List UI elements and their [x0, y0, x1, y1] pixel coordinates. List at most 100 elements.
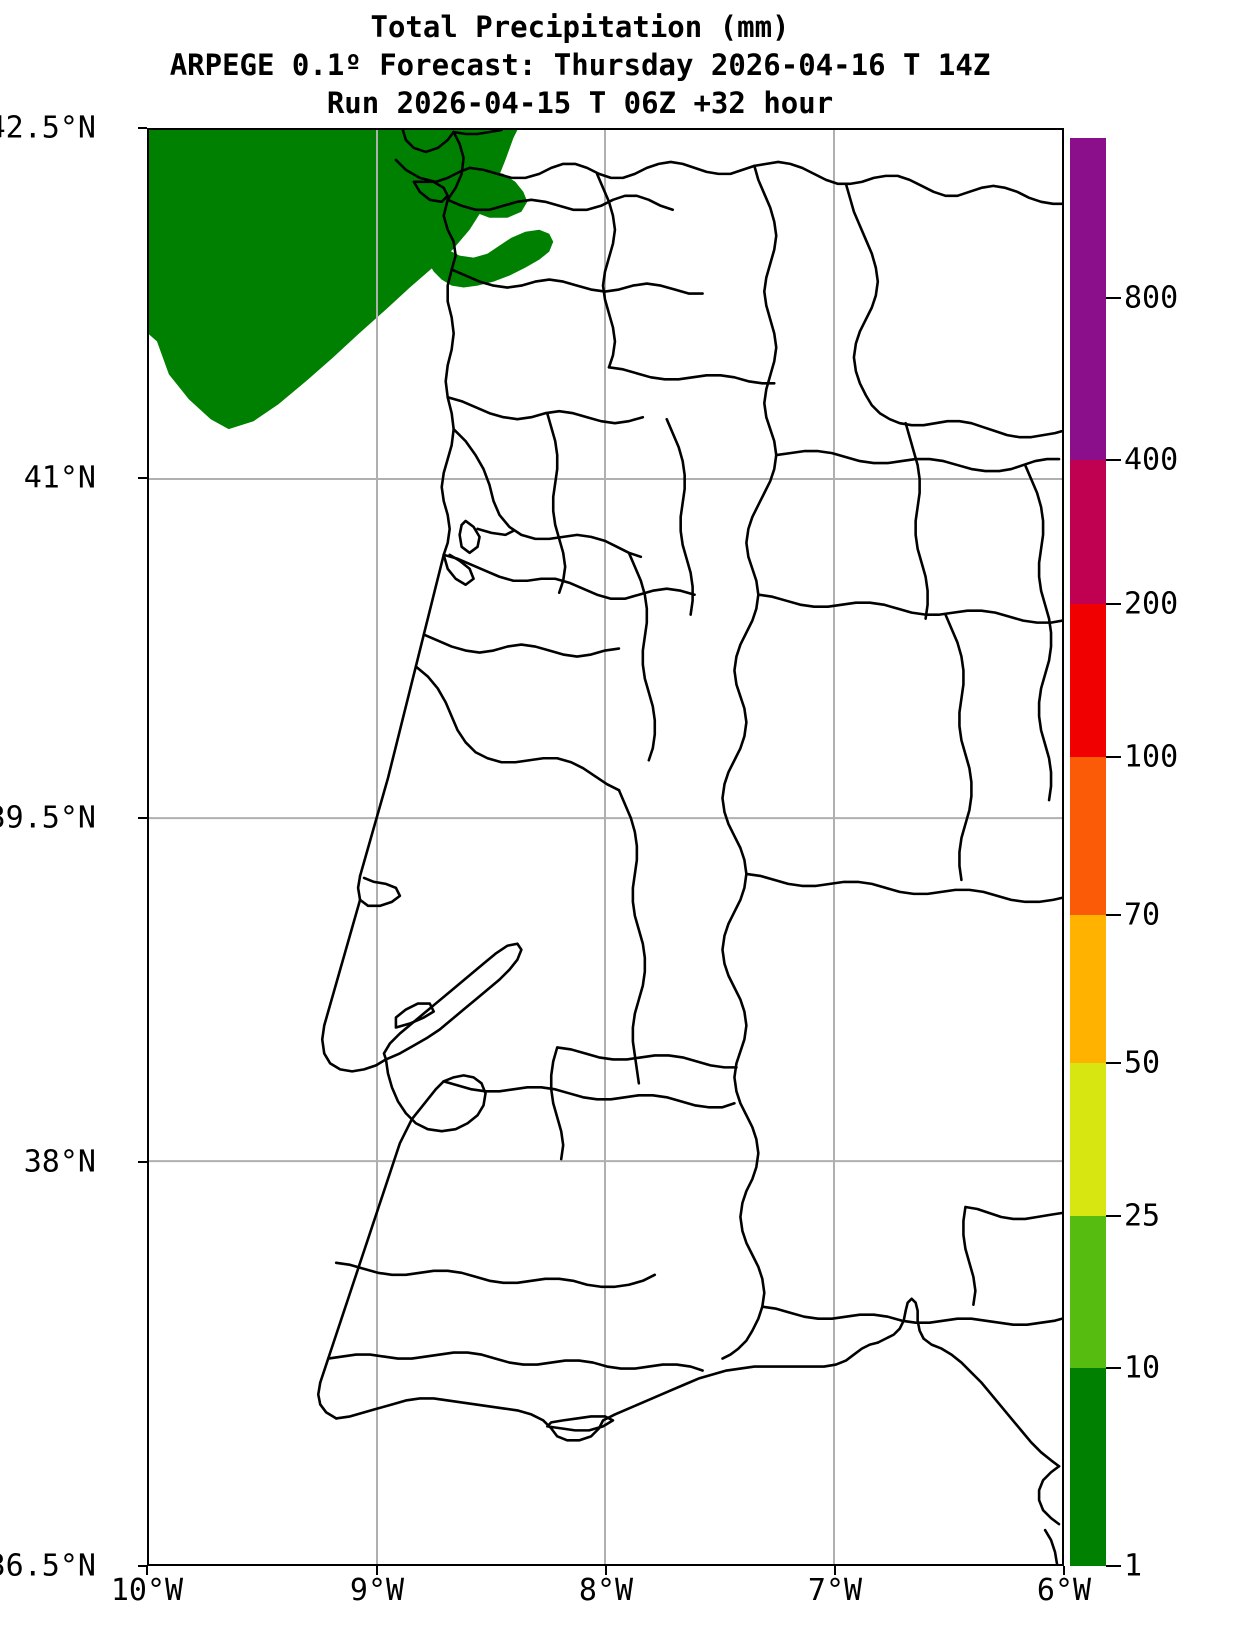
- border-ribatejo: [414, 665, 621, 792]
- border-beira-litoral: [446, 395, 645, 425]
- border-santarem-north: [422, 633, 621, 658]
- xtick-mark-6W: [1063, 1566, 1065, 1575]
- xtick-label-10W: 10°W: [110, 1573, 184, 1608]
- cb-tick-mark-50: [1106, 1062, 1121, 1064]
- forecast-subtitle: ARPEGE 0.1º Forecast: Thursday 2026-04-1…: [169, 48, 991, 82]
- coastline-central-portugal: [358, 553, 446, 878]
- cb-tick-mark-10: [1106, 1367, 1121, 1369]
- border-spain-sevilla-west: [962, 1205, 1062, 1307]
- cb-tick-label-25: 25: [1124, 1198, 1161, 1234]
- border-spain-galicia-east: [753, 160, 1062, 206]
- map-canvas: [149, 130, 1062, 1564]
- ytick-label-36-5N: 36.5°N: [0, 1548, 96, 1584]
- coastline-tagus-estuary: [382, 942, 523, 1061]
- xtick-label-8W: 8°W: [578, 1573, 634, 1608]
- precipitation-layer: [149, 130, 554, 430]
- border-viseu: [545, 411, 567, 595]
- border-portugal-spain-east: [721, 164, 778, 1360]
- cb-band-purple: [1070, 138, 1106, 460]
- cb-band-crimson: [1070, 460, 1106, 604]
- xtick-label-6W: 6°W: [1036, 1573, 1092, 1608]
- border-douro-north: [450, 268, 704, 295]
- page-title: Total Precipitation (mm): [370, 10, 790, 44]
- border-spain-toledo-north: [1023, 463, 1053, 802]
- border-castelo-branco: [627, 551, 657, 762]
- cb-band-amber: [1070, 915, 1106, 1063]
- map-boundaries: [316, 130, 1062, 1564]
- ytick-label-42-5N: 42.5°N: [0, 110, 96, 146]
- cb-tick-mark-25: [1106, 1215, 1121, 1217]
- cb-tick-mark-800: [1106, 297, 1121, 299]
- run-subtitle: Run 2026-04-15 T 06Z +32 hour: [326, 86, 834, 120]
- cb-tick-mark-200: [1106, 603, 1121, 605]
- cb-tick-label-400: 400: [1124, 442, 1179, 478]
- coastline-alentejo: [316, 1080, 446, 1420]
- coastline-estremadura: [320, 898, 388, 1073]
- border-guarda: [665, 417, 694, 616]
- xtick-mark-9W: [376, 1566, 378, 1575]
- precip-patch-atlantic-nw-top: [149, 130, 518, 240]
- cb-band-yellowgreen: [1070, 1063, 1106, 1216]
- border-spain-salamanca-west: [774, 449, 1061, 473]
- cb-tick-label-1: 1: [1124, 1548, 1143, 1584]
- border-spain-avila: [904, 421, 929, 620]
- border-coimbra: [442, 553, 696, 600]
- border-algarve-north: [326, 1351, 704, 1372]
- border-alentejo-evora: [549, 1046, 738, 1161]
- cb-band-green: [1070, 1216, 1106, 1368]
- border-spain-badajoz-east: [944, 613, 973, 882]
- cb-band-orange: [1070, 757, 1106, 915]
- border-alentejo-beja: [334, 1261, 657, 1289]
- border-alentejo-north: [442, 1080, 736, 1109]
- border-minho: [452, 130, 756, 180]
- coastline-ria-formosa: [545, 1415, 615, 1432]
- border-spain-caceres-badajoz: [745, 872, 1062, 904]
- cb-tick-label-100: 100: [1124, 739, 1179, 775]
- cb-band-red: [1070, 604, 1106, 757]
- border-spain-zamora-north: [844, 182, 1062, 439]
- tagus-inner-lagoon: [394, 1002, 436, 1029]
- map-plot-area: [147, 128, 1064, 1566]
- cb-tick-label-70: 70: [1124, 897, 1161, 933]
- ytick-mark-38N: [138, 1161, 147, 1163]
- ytick-mark-39-5N: [138, 817, 147, 819]
- xtick-mark-10W: [146, 1566, 148, 1575]
- cb-tick-label-50: 50: [1124, 1045, 1161, 1081]
- coastline-north-portugal: [440, 130, 465, 557]
- coastline-algarve: [334, 1341, 880, 1442]
- cb-tick-mark-400: [1106, 459, 1121, 461]
- cb-tick-label-10: 10: [1124, 1350, 1161, 1386]
- xtick-mark-8W: [605, 1566, 607, 1575]
- border-beira-interior: [452, 427, 643, 559]
- cb-tick-mark-70: [1106, 914, 1121, 916]
- coastline-aveiro: [442, 519, 515, 587]
- cb-band-darkgreen: [1070, 1368, 1106, 1566]
- ytick-mark-41N: [138, 477, 147, 479]
- border-portalegre: [617, 788, 647, 1085]
- ytick-label-41N: 41°N: [23, 460, 96, 496]
- title-block: Total Precipitation (mm) ARPEGE 0.1º For…: [0, 8, 1160, 122]
- cb-tick-label-200: 200: [1124, 586, 1179, 622]
- ytick-label-38N: 38°N: [23, 1144, 96, 1180]
- gridlines: [149, 130, 1062, 1564]
- cb-tick-mark-1: [1106, 1565, 1121, 1567]
- ytick-mark-42-5N: [138, 127, 147, 129]
- ytick-label-39-5N: 39.5°N: [0, 800, 96, 836]
- cb-tick-mark-100: [1106, 756, 1121, 758]
- border-spain-caceres-north: [757, 593, 1062, 624]
- xtick-label-7W: 7°W: [807, 1573, 863, 1608]
- border-north-districts: [446, 194, 674, 212]
- coastline-setubal: [384, 1058, 487, 1133]
- border-tras-os-montes: [595, 172, 617, 369]
- ytick-mark-36-5N: [138, 1565, 147, 1567]
- border-spain-huelva-north: [761, 1305, 1062, 1326]
- precipitation-colorbar[interactable]: [1070, 138, 1106, 1566]
- precip-patch-galicia-coast: [360, 130, 554, 288]
- coastline-guadiana: [876, 1297, 1061, 1468]
- coastline-galicia: [394, 130, 471, 204]
- coastline-andalucia: [1037, 1464, 1061, 1564]
- border-douro-interior: [607, 366, 776, 385]
- xtick-label-9W: 9°W: [349, 1573, 405, 1608]
- coastline-peniche: [356, 874, 402, 908]
